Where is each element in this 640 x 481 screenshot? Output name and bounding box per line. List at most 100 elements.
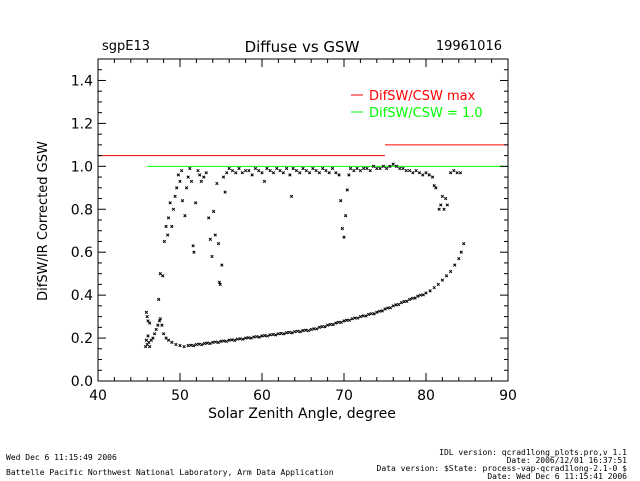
upper-branch-point bbox=[225, 171, 229, 175]
upper-branch-point bbox=[330, 166, 335, 171]
upper-branch-point bbox=[417, 171, 422, 175]
lower-branch-point bbox=[174, 342, 178, 347]
lower-branch-point bbox=[375, 310, 379, 314]
lower-branch-point bbox=[211, 340, 215, 345]
upper-branch-point bbox=[173, 194, 177, 199]
lower-branch-point bbox=[279, 331, 283, 336]
lower-branch-point bbox=[205, 341, 209, 345]
upper-branch-point bbox=[407, 168, 412, 173]
lower-branch-point bbox=[164, 336, 168, 340]
lower-branch-point bbox=[257, 335, 261, 339]
reference-lines bbox=[98, 144, 508, 167]
upper-branch-point bbox=[391, 162, 395, 166]
upper-branch-point bbox=[362, 166, 366, 171]
upper-branch-point bbox=[317, 171, 322, 175]
x-tick-label: 80 bbox=[417, 388, 435, 404]
upper-branch-point bbox=[321, 166, 325, 171]
lower-branch-point bbox=[345, 318, 349, 322]
upper-branch-point bbox=[298, 171, 302, 175]
lower-branch-point bbox=[353, 316, 357, 320]
upper-branch-point bbox=[188, 166, 192, 171]
y-tick-label: 0.4 bbox=[71, 288, 93, 304]
lower-branch-point bbox=[358, 314, 363, 319]
lower-branch-point bbox=[410, 296, 414, 301]
upper-branch-point bbox=[427, 173, 431, 177]
upper-branch-point bbox=[343, 214, 348, 218]
upper-branch-point bbox=[342, 235, 346, 239]
lower-branch-point bbox=[219, 339, 223, 343]
upper-branch-point bbox=[445, 203, 449, 207]
upper-branch-point bbox=[186, 175, 190, 179]
date-label: 19961016 bbox=[436, 39, 502, 54]
lower-branch-point bbox=[235, 337, 240, 341]
upper-branch-point bbox=[424, 171, 428, 175]
lower-branch-point bbox=[146, 334, 150, 338]
upper-branch-point bbox=[352, 168, 356, 173]
upper-branch-point bbox=[265, 166, 269, 171]
lower-branch-point bbox=[157, 319, 162, 323]
upper-branch-point bbox=[268, 168, 272, 173]
upper-branch-point bbox=[291, 166, 295, 171]
lower-branch-point bbox=[347, 318, 352, 322]
lower-branch-point bbox=[249, 336, 253, 340]
upper-branch-point bbox=[180, 199, 185, 203]
lower-branch-point bbox=[418, 293, 423, 297]
lower-branch-point bbox=[147, 340, 151, 345]
lower-branch-point bbox=[241, 337, 245, 341]
upper-branch-point bbox=[189, 179, 194, 184]
upper-branch-point bbox=[207, 216, 211, 220]
upper-branch-point bbox=[371, 164, 376, 168]
upper-branch-point bbox=[314, 168, 318, 173]
lower-branch-point bbox=[315, 327, 319, 331]
upper-branch-point bbox=[448, 171, 453, 175]
lower-branch-point bbox=[263, 333, 267, 338]
lower-branch-point bbox=[462, 241, 466, 246]
y-tick-label: 0.6 bbox=[71, 245, 93, 261]
upper-branch-point bbox=[183, 214, 187, 218]
lower-branch-point bbox=[216, 340, 220, 345]
upper-branch-point bbox=[240, 171, 244, 175]
lower-branch-point bbox=[369, 312, 373, 316]
footer-data-version: Data version: $State: process-vap-qcrad1… bbox=[376, 464, 627, 473]
lower-branch-point bbox=[243, 336, 248, 340]
upper-branch-point bbox=[227, 166, 231, 171]
upper-branch-point bbox=[198, 173, 202, 177]
upper-branch-point bbox=[284, 166, 289, 171]
y-tick-label: 0.8 bbox=[71, 202, 93, 218]
lower-branch-point bbox=[252, 335, 256, 339]
upper-branch-point bbox=[437, 207, 441, 211]
upper-branch-point bbox=[378, 166, 382, 171]
upper-branch-point bbox=[304, 168, 308, 173]
upper-branch-point bbox=[368, 168, 372, 173]
upper-branch-point bbox=[394, 164, 399, 168]
upper-branch-point bbox=[401, 166, 405, 171]
lower-branch-point bbox=[290, 331, 294, 335]
lower-branch-point bbox=[268, 333, 272, 337]
footer-data-date: Date: Wed Dec 6 11:15:41 2006 bbox=[487, 472, 627, 481]
y-tick-label: 1.2 bbox=[71, 116, 93, 132]
lower-branch-point bbox=[238, 337, 242, 341]
lower-branch-point bbox=[160, 323, 164, 327]
y-tick-label: 1.0 bbox=[71, 159, 93, 175]
upper-branch-point bbox=[193, 201, 198, 205]
lower-branch-point bbox=[254, 334, 259, 339]
lower-branch-point bbox=[386, 306, 390, 310]
upper-branch-point bbox=[157, 297, 161, 302]
lower-branch-point bbox=[282, 332, 286, 336]
upper-branch-point bbox=[253, 166, 258, 171]
upper-branch-point bbox=[365, 166, 369, 171]
lower-branch-point bbox=[317, 325, 322, 329]
lower-branch-point bbox=[186, 343, 190, 348]
lower-branch-point bbox=[364, 314, 368, 318]
lower-branch-point bbox=[298, 330, 302, 334]
scatter-points bbox=[143, 162, 466, 349]
lower-branch-point bbox=[407, 297, 412, 302]
lower-branch-point bbox=[331, 322, 335, 327]
lower-branch-point bbox=[170, 340, 174, 345]
lower-branch-point bbox=[342, 319, 346, 323]
upper-branch-point bbox=[278, 168, 282, 173]
upper-branch-point bbox=[218, 282, 222, 287]
y-tick-label: 0.2 bbox=[71, 331, 93, 347]
lower-branch-point bbox=[377, 309, 382, 313]
lower-branch-point bbox=[366, 312, 371, 317]
